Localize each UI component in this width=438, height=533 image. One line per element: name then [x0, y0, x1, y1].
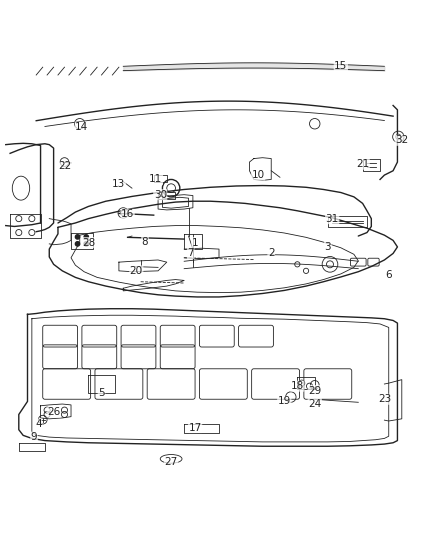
- Text: 3: 3: [325, 242, 331, 252]
- Text: 11: 11: [149, 174, 162, 184]
- Text: 9: 9: [31, 432, 37, 442]
- Text: 18: 18: [291, 381, 304, 391]
- Circle shape: [84, 241, 88, 246]
- Text: 21: 21: [356, 159, 369, 169]
- Circle shape: [84, 235, 88, 239]
- Text: 15: 15: [334, 61, 347, 71]
- Text: 10: 10: [251, 170, 265, 180]
- Text: 24: 24: [308, 399, 321, 409]
- Text: 23: 23: [378, 394, 391, 404]
- Text: 14: 14: [75, 122, 88, 132]
- Text: 13: 13: [112, 179, 126, 189]
- Text: 1: 1: [192, 238, 198, 247]
- Text: 28: 28: [82, 238, 95, 247]
- Circle shape: [75, 235, 80, 239]
- Text: 4: 4: [35, 419, 42, 429]
- Text: 29: 29: [308, 385, 321, 395]
- Text: 8: 8: [142, 237, 148, 247]
- Text: 26: 26: [47, 407, 60, 417]
- Text: 7: 7: [187, 248, 194, 259]
- Text: 19: 19: [278, 397, 291, 407]
- Text: 22: 22: [58, 161, 71, 172]
- Text: 20: 20: [130, 266, 143, 276]
- Text: 17: 17: [188, 423, 201, 433]
- Text: 27: 27: [165, 457, 178, 467]
- Text: 2: 2: [268, 248, 275, 259]
- Circle shape: [75, 241, 80, 246]
- Text: 5: 5: [98, 387, 105, 398]
- Text: 16: 16: [121, 209, 134, 219]
- Text: 6: 6: [385, 270, 392, 280]
- Text: 31: 31: [325, 214, 339, 224]
- Text: 32: 32: [395, 135, 408, 146]
- Text: 30: 30: [154, 190, 167, 200]
